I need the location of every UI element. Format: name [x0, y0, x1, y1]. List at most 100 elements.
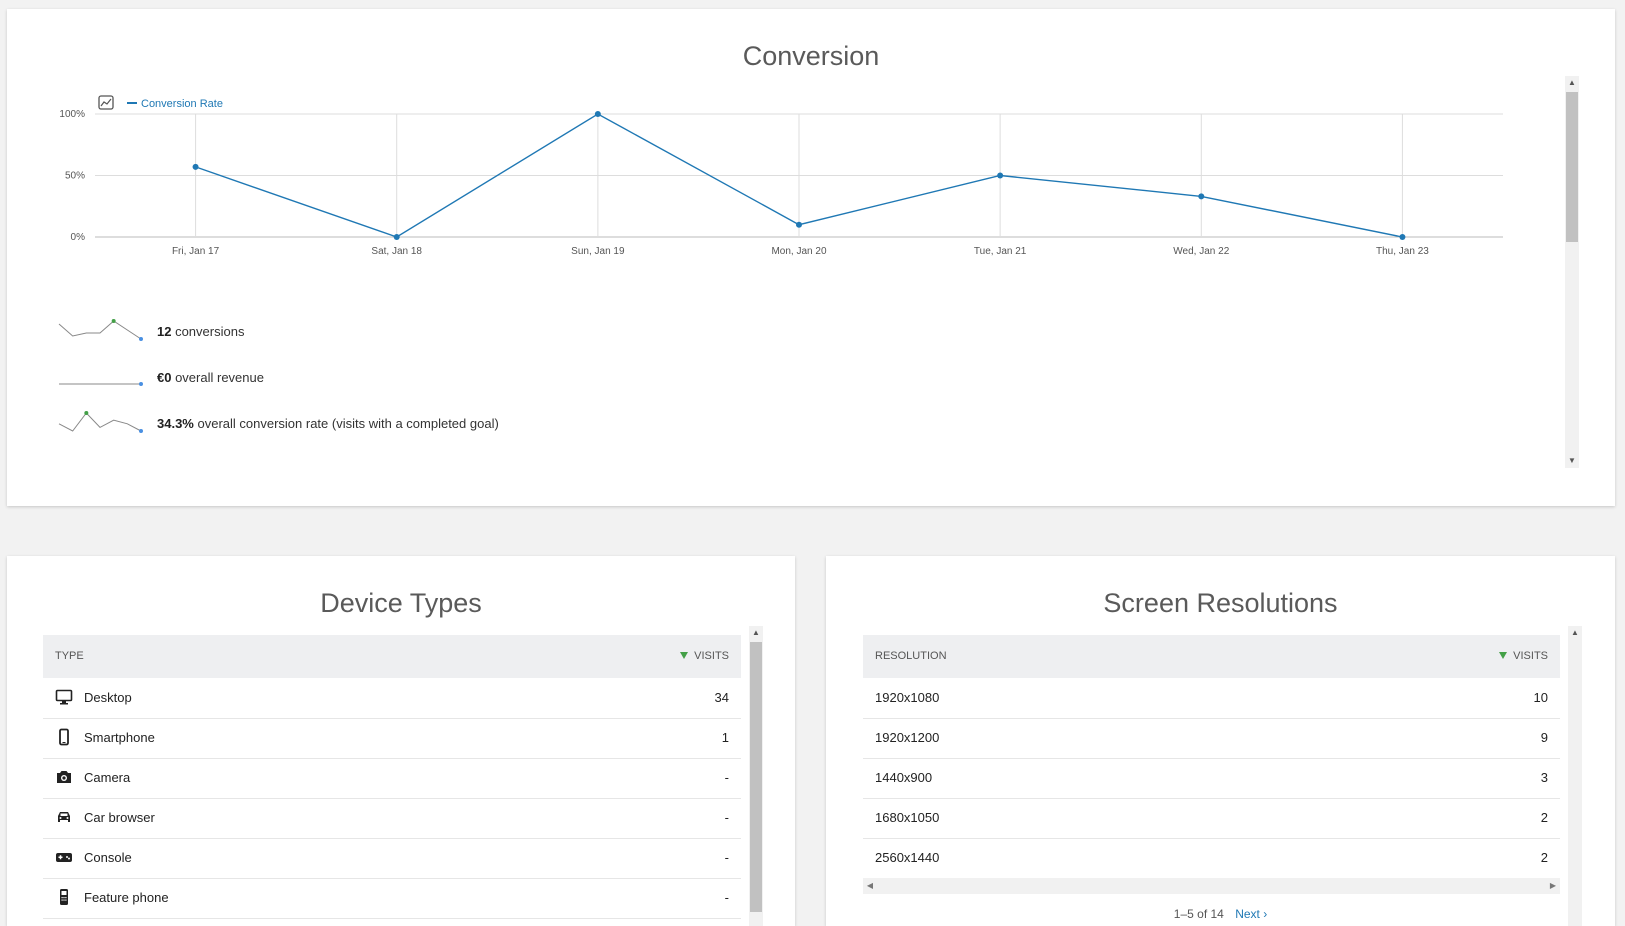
- metric-conversion-rate: 34.3% overall conversion rate (visits wi…: [157, 415, 499, 431]
- scrollbar-thumb[interactable]: [750, 642, 762, 912]
- device-table-scrollbar[interactable]: ▲: [749, 626, 763, 926]
- table-row[interactable]: Car browser -: [43, 798, 741, 839]
- sparkline-path: [58, 412, 142, 432]
- metric-revenue: €0 overall revenue: [157, 369, 264, 385]
- scroll-right-arrow-icon[interactable]: ▶: [1549, 881, 1557, 890]
- pagination-next-link[interactable]: Next ›: [1235, 907, 1268, 921]
- x-tick-label: Thu, Jan 23: [1376, 246, 1429, 257]
- sparkline-max-point: [111, 319, 116, 323]
- row-visits: -: [724, 810, 729, 825]
- data-point[interactable]: [997, 172, 1004, 179]
- x-tick-label: Tue, Jan 21: [974, 246, 1027, 257]
- conversion-title: Conversion: [742, 41, 880, 71]
- scroll-up-arrow-icon[interactable]: ▲: [1571, 628, 1579, 637]
- row-visits: -: [724, 850, 729, 865]
- table-row[interactable]: Desktop 34: [43, 678, 741, 719]
- data-point[interactable]: [796, 221, 802, 228]
- y-tick-label: 0%: [71, 232, 86, 243]
- col-type-header[interactable]: TYPE: [55, 650, 84, 662]
- data-point[interactable]: [594, 111, 601, 117]
- sparkline-last-point: [139, 337, 143, 341]
- chart-legend[interactable]: Conversion Rate: [127, 98, 223, 110]
- sparkline-row-conversion-rate: 34.3% overall conversion rate (visits wi…: [57, 408, 499, 438]
- pagination: 1–5 of 14 Next ›: [826, 907, 1615, 921]
- row-label: 1440x900: [875, 770, 933, 785]
- x-tick-label: Fri, Jan 17: [172, 246, 220, 257]
- table-row[interactable]: 1440x900 3: [863, 758, 1560, 799]
- car-icon: [55, 808, 73, 826]
- scroll-up-arrow-icon[interactable]: ▲: [752, 628, 760, 637]
- y-tick-label: 100%: [59, 109, 85, 120]
- conversion-scrollbar[interactable]: ▲ ▼: [1565, 76, 1579, 468]
- pagination-range: 1–5 of 14: [1173, 907, 1224, 921]
- row-visits: -: [724, 770, 729, 785]
- scroll-up-arrow-icon[interactable]: ▲: [1568, 78, 1576, 87]
- scroll-left-arrow-icon[interactable]: ◀: [866, 881, 874, 890]
- sort-desc-icon: [1499, 651, 1508, 659]
- table-row[interactable]: Feature phone -: [43, 878, 741, 919]
- data-point[interactable]: [1399, 234, 1406, 240]
- sparkline-conversion-rate: [58, 411, 143, 433]
- device-table-header: TYPE VISITS: [43, 635, 741, 678]
- conversion-line-chart: Conversion Rate 0% 50% 100% Fri, Jan 17 Sat,…: [59, 95, 1503, 257]
- scroll-down-arrow-icon[interactable]: ▼: [1568, 456, 1576, 465]
- x-tick-label: Mon, Jan 20: [771, 246, 826, 257]
- device-types-title: Device Types: [320, 588, 482, 618]
- data-point[interactable]: [192, 163, 199, 170]
- conversion-widget: Conversion Conversion Rate 0% 50% 100% Fri,…: [7, 9, 1615, 506]
- row-visits: 3: [1540, 770, 1548, 785]
- row-label: 2560x1440: [875, 850, 940, 865]
- row-visits: -: [724, 890, 729, 905]
- table-row[interactable]: 1680x1050 2: [863, 798, 1560, 839]
- resolution-table-scrollbar[interactable]: ▲: [1568, 626, 1582, 926]
- scrollbar-thumb[interactable]: [1566, 92, 1578, 242]
- row-label: Car browser: [84, 810, 155, 825]
- row-visits: 2: [1540, 810, 1548, 825]
- resolution-table-header: RESOLUTION VISITS: [863, 635, 1560, 678]
- conversion-chart-frame: Conversion Rate 0% 50% 100% Fri, Jan 17 Sat,…: [43, 84, 1561, 483]
- screen-resolutions-title: Screen Resolutions: [1103, 588, 1338, 618]
- sparkline-path: [58, 320, 142, 340]
- table-row[interactable]: 1920x1200 9: [863, 718, 1560, 759]
- data-point[interactable]: [393, 234, 400, 240]
- table-row[interactable]: 2560x1440 2: [863, 838, 1560, 879]
- row-label: Smartphone: [84, 730, 155, 745]
- row-label: 1920x1080: [875, 690, 940, 705]
- table-row[interactable]: Smartphone 1: [43, 718, 741, 759]
- table-row[interactable]: Console -: [43, 838, 741, 879]
- row-label: Camera: [84, 770, 131, 785]
- row-visits: 9: [1540, 730, 1548, 745]
- data-point[interactable]: [1198, 193, 1205, 200]
- row-visits: 34: [714, 690, 729, 705]
- smartphone-icon: [55, 728, 73, 746]
- resolution-horizontal-scrollbar[interactable]: ◀ ▶: [863, 878, 1560, 894]
- feature-phone-icon: [55, 888, 73, 906]
- desktop-icon: [55, 688, 73, 706]
- col-visits-header[interactable]: VISITS: [1499, 650, 1548, 662]
- row-visits: 10: [1533, 690, 1548, 705]
- sparkline-row-conversions: 12 conversions: [57, 316, 244, 346]
- chart-type-icon[interactable]: [98, 95, 114, 110]
- table-row[interactable]: 1920x1080 10: [863, 678, 1560, 719]
- sparkline-last-point: [139, 382, 143, 386]
- device-types-widget: Device Types TYPE VISITS Desktop 34 Smartp…: [7, 556, 795, 926]
- row-label: Console: [84, 850, 132, 865]
- metric-conversions: 12 conversions: [157, 323, 245, 339]
- sort-desc-icon: [680, 651, 689, 659]
- row-label: 1680x1050: [875, 810, 940, 825]
- row-visits: 2: [1540, 850, 1548, 865]
- row-label: 1920x1200: [875, 730, 940, 745]
- row-visits: 1: [721, 730, 729, 745]
- table-row[interactable]: Camera -: [43, 758, 741, 799]
- sparkline-max-point: [84, 411, 89, 415]
- sparkline-row-revenue: €0 overall revenue: [57, 362, 264, 392]
- row-label: Desktop: [84, 690, 132, 705]
- y-tick-label: 50%: [65, 171, 85, 182]
- sparkline-conversions: [58, 319, 143, 341]
- col-resolution-header[interactable]: RESOLUTION: [875, 650, 947, 662]
- sparkline-last-point: [139, 429, 143, 433]
- legend-conversion-rate: Conversion Rate: [141, 98, 223, 110]
- col-visits-header[interactable]: VISITS: [680, 650, 729, 662]
- x-tick-label: Sat, Jan 18: [371, 246, 422, 257]
- screen-resolutions-widget: Screen Resolutions RESOLUTION VISITS 192…: [826, 556, 1615, 926]
